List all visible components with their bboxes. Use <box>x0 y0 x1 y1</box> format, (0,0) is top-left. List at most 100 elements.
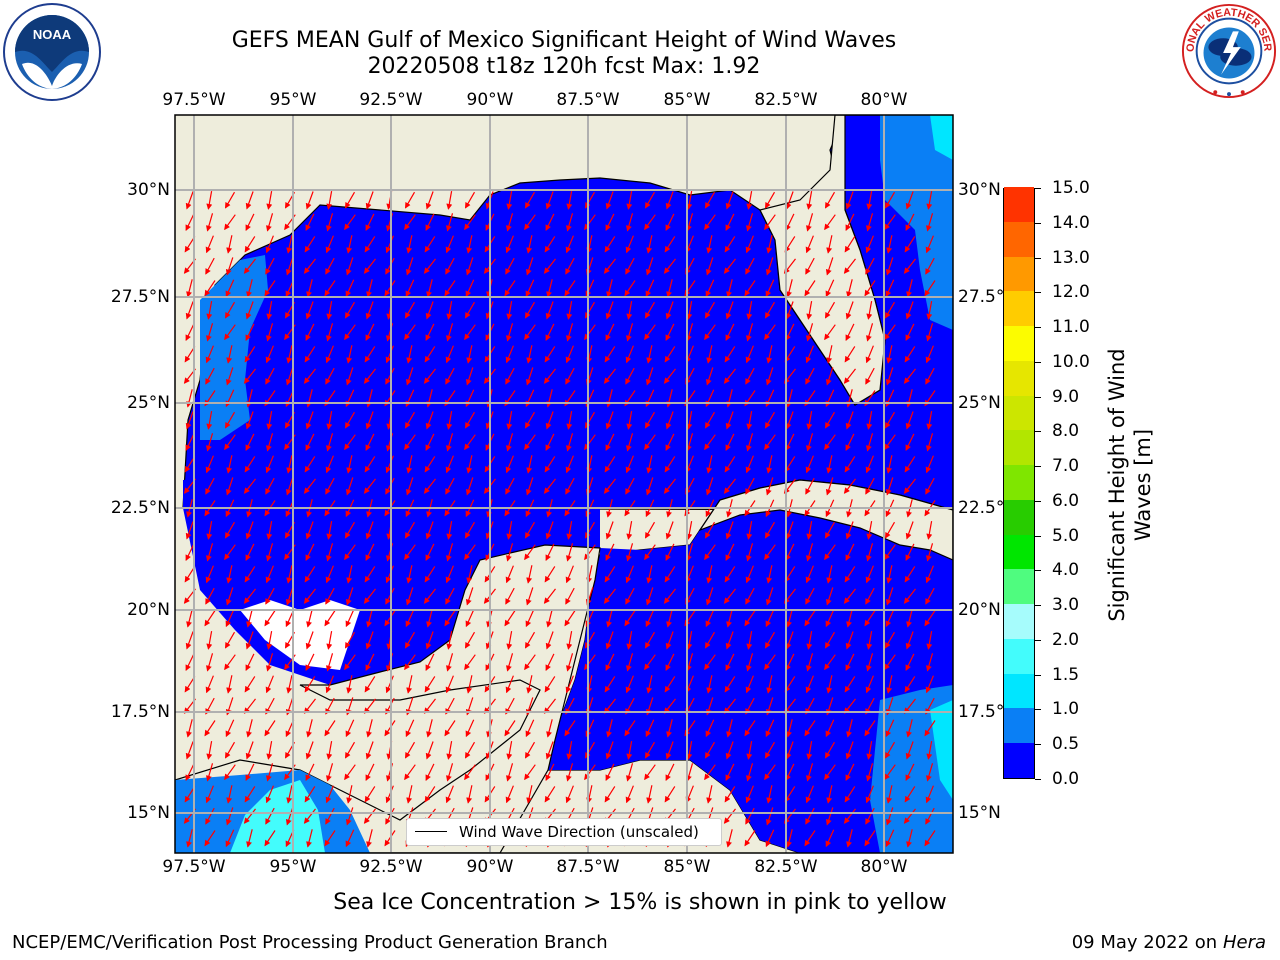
wind-wave-arrow <box>604 676 616 693</box>
wind-wave-arrow <box>525 587 534 606</box>
wind-wave-arrow <box>266 740 273 760</box>
wind-wave-arrow <box>865 565 874 584</box>
wind-wave-arrow <box>903 588 916 604</box>
wind-wave-arrow <box>344 764 356 781</box>
wind-wave-arrow <box>325 367 335 385</box>
wind-wave-arrow <box>425 323 435 342</box>
wind-wave-arrow <box>746 630 753 650</box>
wind-wave-arrow <box>404 544 416 561</box>
wind-wave-arrow <box>205 807 215 825</box>
wind-wave-arrow <box>843 588 856 604</box>
wind-wave-arrow <box>265 477 275 495</box>
map-legend: Wind Wave Direction (unscaled) <box>406 818 722 846</box>
colorbar-tick-label: 11.0 <box>1052 317 1090 338</box>
wind-wave-arrow <box>805 367 815 385</box>
wind-wave-arrow <box>243 368 256 384</box>
wind-wave-arrow <box>545 543 555 562</box>
wind-wave-arrow <box>305 301 314 320</box>
wind-wave-arrow <box>903 808 916 824</box>
wind-wave-arrow <box>244 236 256 253</box>
wind-wave-arrow <box>604 566 616 583</box>
wind-wave-arrow <box>245 521 254 540</box>
wind-wave-arrow <box>926 410 933 430</box>
wind-wave-arrow <box>805 257 815 275</box>
wind-wave-arrow <box>505 257 515 275</box>
wind-wave-arrow <box>824 301 836 319</box>
wind-wave-arrow <box>365 763 375 782</box>
wind-wave-arrow <box>925 763 934 782</box>
wind-wave-arrow <box>925 653 934 672</box>
wind-wave-arrow <box>325 213 334 232</box>
wind-wave-arrow <box>505 565 514 584</box>
wind-wave-arrow <box>723 698 736 714</box>
wind-wave-arrow <box>605 411 614 430</box>
wind-wave-arrow <box>824 654 836 671</box>
wind-wave-arrow <box>445 785 454 804</box>
wind-wave-arrow <box>645 279 655 298</box>
wind-wave-arrow <box>505 785 514 804</box>
colorbar-tick-mark <box>1035 292 1041 294</box>
wind-wave-arrow <box>906 609 913 628</box>
colorbar-tick-label: 0.0 <box>1052 769 1080 789</box>
wind-wave-arrow <box>925 257 935 275</box>
wind-wave-arrow <box>224 521 236 539</box>
wind-wave-arrow <box>444 610 456 627</box>
wind-wave-arrow <box>745 763 754 782</box>
wind-wave-arrow <box>686 740 693 760</box>
colorbar-segment <box>1004 395 1034 431</box>
wind-wave-arrow <box>584 324 596 341</box>
wind-wave-arrow <box>345 807 354 826</box>
wind-wave-arrow <box>785 213 795 232</box>
colorbar-tick-label: 14.0 <box>1052 212 1090 233</box>
colorbar-tick-mark <box>1035 500 1041 502</box>
lat-label-left: 25°N <box>127 393 170 413</box>
wind-wave-arrow <box>625 653 634 672</box>
wind-wave-arrow <box>584 214 596 231</box>
colorbar-segment <box>1004 708 1034 744</box>
wind-wave-arrow <box>765 279 775 298</box>
wind-wave-arrow <box>543 588 556 604</box>
wind-wave-arrow <box>426 609 433 628</box>
wind-wave-arrow <box>806 520 813 540</box>
wind-wave-arrow <box>445 257 455 275</box>
wind-wave-arrow <box>644 764 656 781</box>
colorbar-tick-mark <box>1035 779 1041 780</box>
wind-wave-arrow <box>345 257 354 276</box>
wind-wave-arrow <box>505 367 515 385</box>
wind-wave-arrow <box>524 214 536 231</box>
wind-wave-arrow <box>646 675 653 694</box>
wind-wave-arrow <box>344 301 356 319</box>
wind-wave-arrow <box>723 808 736 824</box>
lon-label-top: 82.5°W <box>754 90 818 110</box>
wind-wave-arrow <box>425 631 434 650</box>
wind-wave-arrow <box>566 300 573 320</box>
wind-wave-arrow <box>324 830 336 847</box>
wind-wave-arrow <box>744 830 756 847</box>
lon-label-top: 90°W <box>466 90 514 110</box>
wind-wave-arrow <box>544 566 556 583</box>
footer-date: 09 May 2022 on <box>1071 932 1218 953</box>
wind-wave-arrow <box>524 301 536 319</box>
lon-label-top: 85°W <box>663 90 711 110</box>
wind-wave-arrow <box>806 190 813 210</box>
wind-wave-arrow <box>805 455 814 474</box>
wind-wave-arrow <box>604 456 616 473</box>
wind-wave-arrow <box>725 191 734 210</box>
wind-wave-arrow <box>785 411 794 430</box>
colorbar-segment <box>1004 464 1034 500</box>
lon-label-top: 80°W <box>860 90 908 110</box>
wind-wave-arrow <box>625 477 635 495</box>
wind-wave-arrow <box>265 675 274 694</box>
wind-wave-arrow <box>444 280 456 297</box>
wind-wave-arrow <box>325 477 335 495</box>
wind-wave-arrow <box>726 829 733 848</box>
lon-label-top: 92.5°W <box>359 90 423 110</box>
wind-wave-arrow <box>805 345 814 364</box>
wind-wave-arrow <box>665 323 675 342</box>
wind-wave-arrow <box>345 477 354 496</box>
wind-wave-arrow <box>305 323 315 342</box>
wind-wave-arrow <box>565 565 574 584</box>
wind-wave-arrow <box>285 807 294 826</box>
wind-wave-arrow <box>726 609 733 628</box>
wind-wave-arrow <box>565 433 574 452</box>
